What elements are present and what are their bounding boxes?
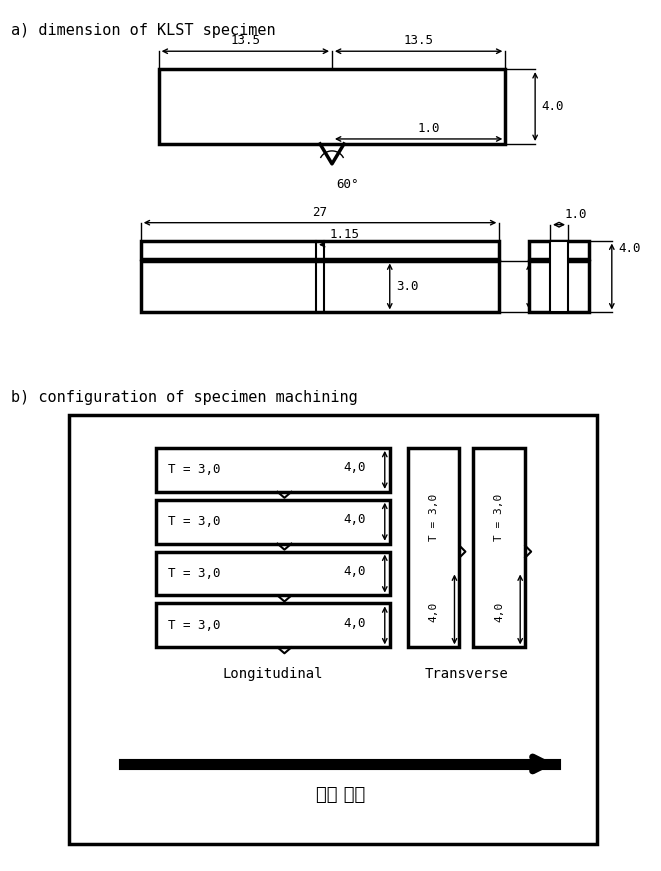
Bar — [141, 240, 499, 259]
Text: 13.5: 13.5 — [231, 34, 260, 47]
Text: T = 3,0: T = 3,0 — [428, 494, 438, 542]
Text: 3.0: 3.0 — [535, 280, 558, 293]
Text: 13.5: 13.5 — [404, 34, 434, 47]
Text: T = 3,0: T = 3,0 — [168, 567, 220, 580]
Bar — [156, 551, 390, 596]
Text: 4,0: 4,0 — [343, 617, 366, 630]
Text: 4.0: 4.0 — [619, 242, 641, 255]
Bar — [550, 240, 568, 313]
Text: T = 3,0: T = 3,0 — [168, 463, 220, 476]
Text: 4,0: 4,0 — [343, 513, 366, 526]
Bar — [69, 415, 597, 844]
Text: 4,0: 4,0 — [343, 565, 366, 578]
Bar — [156, 604, 390, 647]
Text: T = 3,0: T = 3,0 — [168, 516, 220, 528]
Bar — [159, 69, 505, 144]
Text: 3.0: 3.0 — [396, 280, 418, 293]
Text: Longitudinal: Longitudinal — [223, 667, 323, 681]
Bar — [408, 448, 459, 647]
Text: 압연 방향: 압연 방향 — [316, 786, 365, 804]
Text: 4,0: 4,0 — [428, 601, 438, 622]
Bar — [529, 260, 589, 313]
Text: a) dimension of KLST specimen: a) dimension of KLST specimen — [11, 24, 276, 38]
Bar — [529, 240, 589, 259]
Bar — [473, 448, 525, 647]
Text: 27: 27 — [313, 206, 328, 219]
Text: Transverse: Transverse — [424, 667, 508, 681]
Text: 4,0: 4,0 — [343, 462, 366, 475]
Bar — [141, 260, 499, 313]
Text: T = 3,0: T = 3,0 — [494, 494, 504, 542]
Text: 1.0: 1.0 — [565, 207, 588, 220]
Text: 60°: 60° — [336, 178, 358, 191]
Text: 1.0: 1.0 — [417, 122, 440, 135]
Bar — [156, 500, 390, 544]
Text: b) configuration of specimen machining: b) configuration of specimen machining — [11, 390, 358, 405]
Text: 4,0: 4,0 — [494, 601, 504, 622]
Text: T = 3,0: T = 3,0 — [168, 619, 220, 631]
Text: 4.0: 4.0 — [541, 100, 564, 113]
Text: 1.15: 1.15 — [330, 227, 360, 240]
Bar — [156, 448, 390, 492]
